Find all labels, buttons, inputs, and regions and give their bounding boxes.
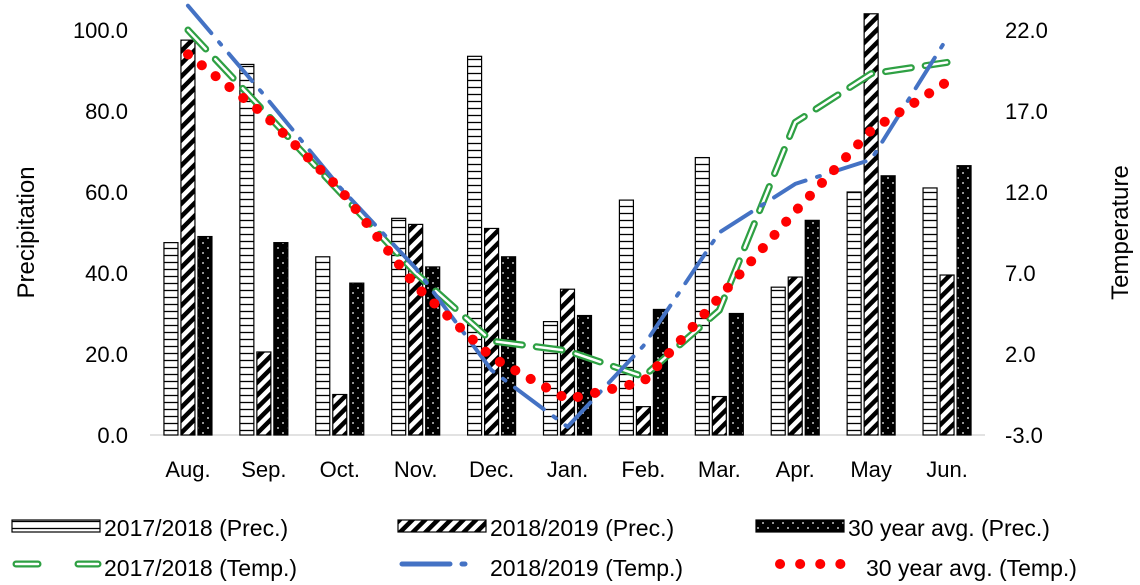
bar-2017-2018-prec xyxy=(618,199,635,436)
bar-2017-2018-prec xyxy=(694,156,710,436)
legend-label-30yr-avg-prec: 30 year avg. (Prec.) xyxy=(848,515,1050,541)
x-tick-label: Apr. xyxy=(776,457,815,482)
x-tick-label: May xyxy=(850,457,892,482)
bar-2017-2018-prec xyxy=(239,63,255,436)
bar-2017-2018-prec xyxy=(922,187,938,436)
line-2018-2019-temp xyxy=(185,3,950,429)
bar-30yr-avg-prec xyxy=(576,314,593,436)
axes-layer: 0.0 20.0 40.0 60.0 80.0 100.0 -3.0 2.0 7.0 12.0 17… xyxy=(13,18,1134,482)
bar-2017-2018-prec xyxy=(315,256,331,436)
legend-swatch-2018-2019-prec xyxy=(397,519,487,533)
bar-30yr-avg-prec xyxy=(197,235,213,436)
bar-2017-2018-prec xyxy=(466,55,483,436)
bar-30yr-avg-prec xyxy=(956,165,972,436)
x-tick-label: Oct. xyxy=(320,457,360,482)
x-tick-label: Jan. xyxy=(547,457,589,482)
bar-2018-2019-prec xyxy=(408,223,424,436)
x-tick-label: Mar. xyxy=(698,457,741,482)
bar-30yr-avg-prec xyxy=(728,312,744,436)
bar-2018-2019-prec xyxy=(863,13,879,436)
legend-label-30yr-avg-temp: 30 year avg. (Temp.) xyxy=(866,555,1077,581)
bar-2018-2019-prec xyxy=(332,393,348,436)
y-right-tick-label: 7.0 xyxy=(1005,261,1036,286)
y-right-tick-label: 17.0 xyxy=(1005,99,1048,124)
x-tick-label: Aug. xyxy=(165,457,210,482)
line-30yr-avg-temp xyxy=(182,49,953,405)
legend: 2017/2018 (Prec.) 2018/2019 (Prec.) 30 yea… xyxy=(11,515,1077,581)
bar-2017-2018-prec xyxy=(846,191,862,436)
lines-layer xyxy=(182,3,953,429)
bar-2018-2019-prec xyxy=(559,288,576,436)
y-left-axis-title: Precipitation xyxy=(13,166,40,298)
bar-2018-2019-prec xyxy=(787,276,803,436)
y-left-tick-label: 80.0 xyxy=(85,99,128,124)
x-tick-label: Dec. xyxy=(469,457,514,482)
y-left-tick-label: 40.0 xyxy=(85,261,128,286)
y-left-tick-label: 20.0 xyxy=(85,342,128,367)
bar-2017-2018-prec xyxy=(163,242,179,436)
bar-2017-2018-prec xyxy=(770,286,786,436)
legend-swatch-30yr-avg-prec xyxy=(755,519,845,533)
bar-30yr-avg-prec xyxy=(804,219,820,436)
bar-2018-2019-prec xyxy=(635,406,652,436)
bar-30yr-avg-prec xyxy=(349,282,365,436)
line-2017-2018-temp-inner xyxy=(186,28,949,378)
bar-2018-2019-prec xyxy=(711,395,727,436)
legend-label-2018-2019-prec: 2018/2019 (Prec.) xyxy=(490,515,674,541)
y-left-tick-label: 60.0 xyxy=(85,180,128,205)
bar-2018-2019-prec xyxy=(939,274,955,436)
legend-label-2017-2018-prec: 2017/2018 (Prec.) xyxy=(104,515,288,541)
bar-2018-2019-prec xyxy=(180,39,196,436)
bars-layer xyxy=(163,13,972,436)
bar-2018-2019-prec xyxy=(483,227,500,436)
legend-label-2018-2019-temp: 2018/2019 (Temp.) xyxy=(490,555,683,581)
y-left-tick-label: 0.0 xyxy=(97,423,128,448)
y-right-axis-title: Temperature xyxy=(1107,165,1134,300)
y-right-tick-label: 2.0 xyxy=(1005,342,1036,367)
bar-2018-2019-prec xyxy=(256,351,272,436)
y-right-tick-label: -3.0 xyxy=(1005,423,1043,448)
y-left-tick-label: 100.0 xyxy=(73,18,128,43)
bar-30yr-avg-prec xyxy=(425,266,441,436)
legend-label-2017-2018-temp: 2017/2018 (Temp.) xyxy=(104,555,297,581)
bar-2017-2018-prec xyxy=(391,217,407,436)
x-tick-label: Jun. xyxy=(926,457,968,482)
legend-swatch-2017-2018-prec xyxy=(11,519,101,533)
x-tick-label: Sep. xyxy=(241,457,286,482)
y-right-tick-label: 22.0 xyxy=(1005,18,1048,43)
bar-30yr-avg-prec xyxy=(273,242,289,436)
x-tick-label: Nov. xyxy=(394,457,438,482)
bar-30yr-avg-prec xyxy=(880,175,896,436)
x-tick-label: Feb. xyxy=(621,457,665,482)
y-right-tick-label: 12.0 xyxy=(1005,180,1048,205)
